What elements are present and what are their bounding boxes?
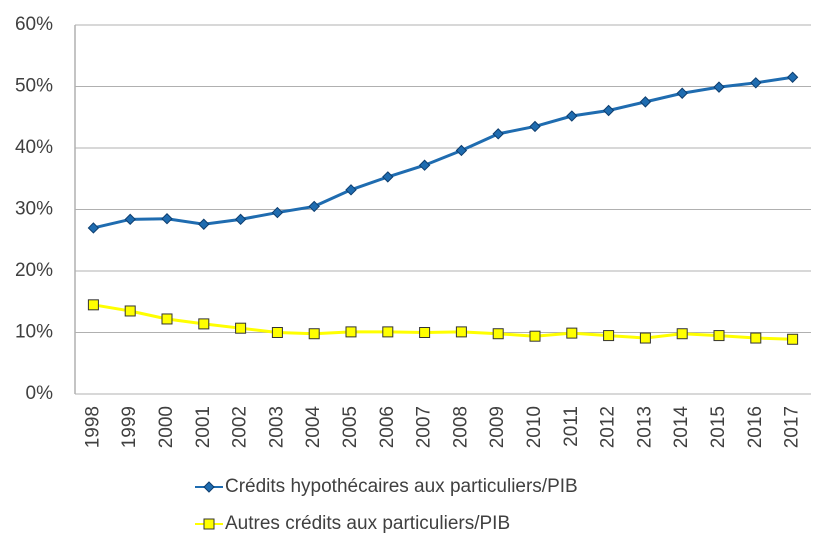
point xyxy=(382,171,394,183)
x-tick-label: 2002 xyxy=(230,406,251,448)
point xyxy=(786,71,799,83)
point xyxy=(602,104,615,117)
point xyxy=(418,159,431,171)
point xyxy=(124,213,136,226)
x-tick-label: 1998 xyxy=(82,406,103,448)
x-tick-label: 2005 xyxy=(340,406,361,448)
x-tick-label: 2011 xyxy=(561,406,582,447)
point xyxy=(787,333,799,345)
x-tick-label: 2017 xyxy=(782,406,803,448)
point xyxy=(492,328,504,340)
legend-marker xyxy=(203,481,215,493)
point xyxy=(161,213,173,225)
x-tick-label: 2012 xyxy=(598,406,619,448)
point xyxy=(271,206,284,219)
point xyxy=(676,328,688,340)
x-tick-label: 1999 xyxy=(119,406,140,448)
x-tick-label: 2013 xyxy=(634,406,655,448)
point xyxy=(308,328,320,340)
point xyxy=(603,330,615,342)
y-tick-label: 30% xyxy=(15,199,53,220)
y-tick-label: 50% xyxy=(15,76,53,97)
x-tick-label: 2004 xyxy=(303,406,324,449)
x-tick-label: 2008 xyxy=(450,406,471,448)
point xyxy=(455,326,467,338)
x-tick-label: 2000 xyxy=(156,406,177,448)
point xyxy=(639,96,652,108)
legend-label: Crédits hypothécaires aux particuliers/P… xyxy=(225,476,578,497)
y-tick-label: 60% xyxy=(15,14,53,35)
point xyxy=(750,77,762,89)
point xyxy=(382,326,394,338)
y-tick-label: 40% xyxy=(15,137,53,158)
point xyxy=(492,128,504,140)
x-tick-label: 2003 xyxy=(266,406,287,448)
x-tick-label: 2014 xyxy=(671,406,692,449)
point xyxy=(161,313,173,325)
x-tick-label: 2010 xyxy=(524,406,545,448)
point xyxy=(235,322,247,334)
point xyxy=(345,184,357,196)
point xyxy=(455,144,468,157)
point xyxy=(566,110,578,122)
point xyxy=(529,120,541,133)
series-line xyxy=(93,303,793,341)
point xyxy=(198,218,210,230)
point xyxy=(345,326,357,338)
x-tick-label: 2006 xyxy=(377,406,398,448)
point xyxy=(198,318,210,330)
point xyxy=(713,330,725,342)
x-tick-label: 2015 xyxy=(708,406,729,448)
point xyxy=(639,332,651,344)
point xyxy=(750,332,762,344)
point xyxy=(566,327,578,339)
y-tick-label: 0% xyxy=(26,383,54,404)
series-line xyxy=(93,75,793,230)
y-tick-label: 10% xyxy=(15,322,53,343)
point xyxy=(87,299,99,311)
x-tick-label: 2007 xyxy=(414,406,435,448)
x-tick-label: 2009 xyxy=(487,406,508,448)
legend-marker xyxy=(203,518,215,530)
point xyxy=(308,200,320,213)
x-tick-label: 2001 xyxy=(193,406,214,448)
point xyxy=(271,327,283,338)
x-tick-label: 2016 xyxy=(745,406,766,448)
point xyxy=(124,305,136,317)
y-tick-label: 20% xyxy=(15,260,53,281)
point xyxy=(676,87,688,99)
point xyxy=(419,327,431,338)
point xyxy=(529,330,541,342)
point xyxy=(234,213,247,226)
point xyxy=(87,222,100,234)
point xyxy=(713,81,725,93)
legend-label: Autres crédits aux particuliers/PIB xyxy=(225,513,510,534)
